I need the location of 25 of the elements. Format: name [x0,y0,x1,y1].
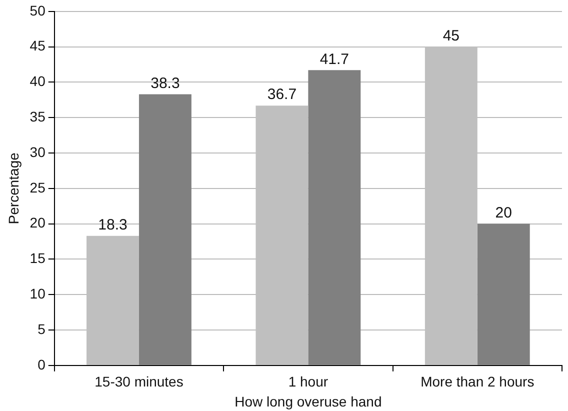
y-tick-label: 20 [30,214,46,231]
data-label: 38.3 [150,74,180,92]
y-tick-label: 10 [30,285,46,302]
y-tick-label: 30 [30,144,46,160]
bar [308,70,361,365]
y-tick-label: 25 [30,179,46,196]
x-tick-label: 15-30 minutes [94,374,184,390]
y-axis-title: Percentage [5,152,22,224]
x-tick-label: 1 hour [288,374,328,390]
x-axis-title: How long overuse hand [234,393,382,410]
data-label: 36.7 [267,86,297,104]
bar [477,224,530,365]
x-tick-label: More than 2 hours [420,374,534,390]
bar [138,94,192,365]
data-label: 20 [495,204,512,222]
y-tick-label: 0 [38,356,46,372]
y-tick-label: 50 [30,2,46,18]
data-label: 41.7 [320,50,350,68]
y-tick-label: 5 [38,320,46,337]
data-label: 18.3 [98,216,128,234]
y-tick-label: 45 [30,38,46,54]
y-tick-label: 40 [30,73,46,90]
data-label: 45 [442,27,460,44]
y-tick-label: 15 [30,250,46,266]
y-tick-label: 35 [30,108,46,124]
